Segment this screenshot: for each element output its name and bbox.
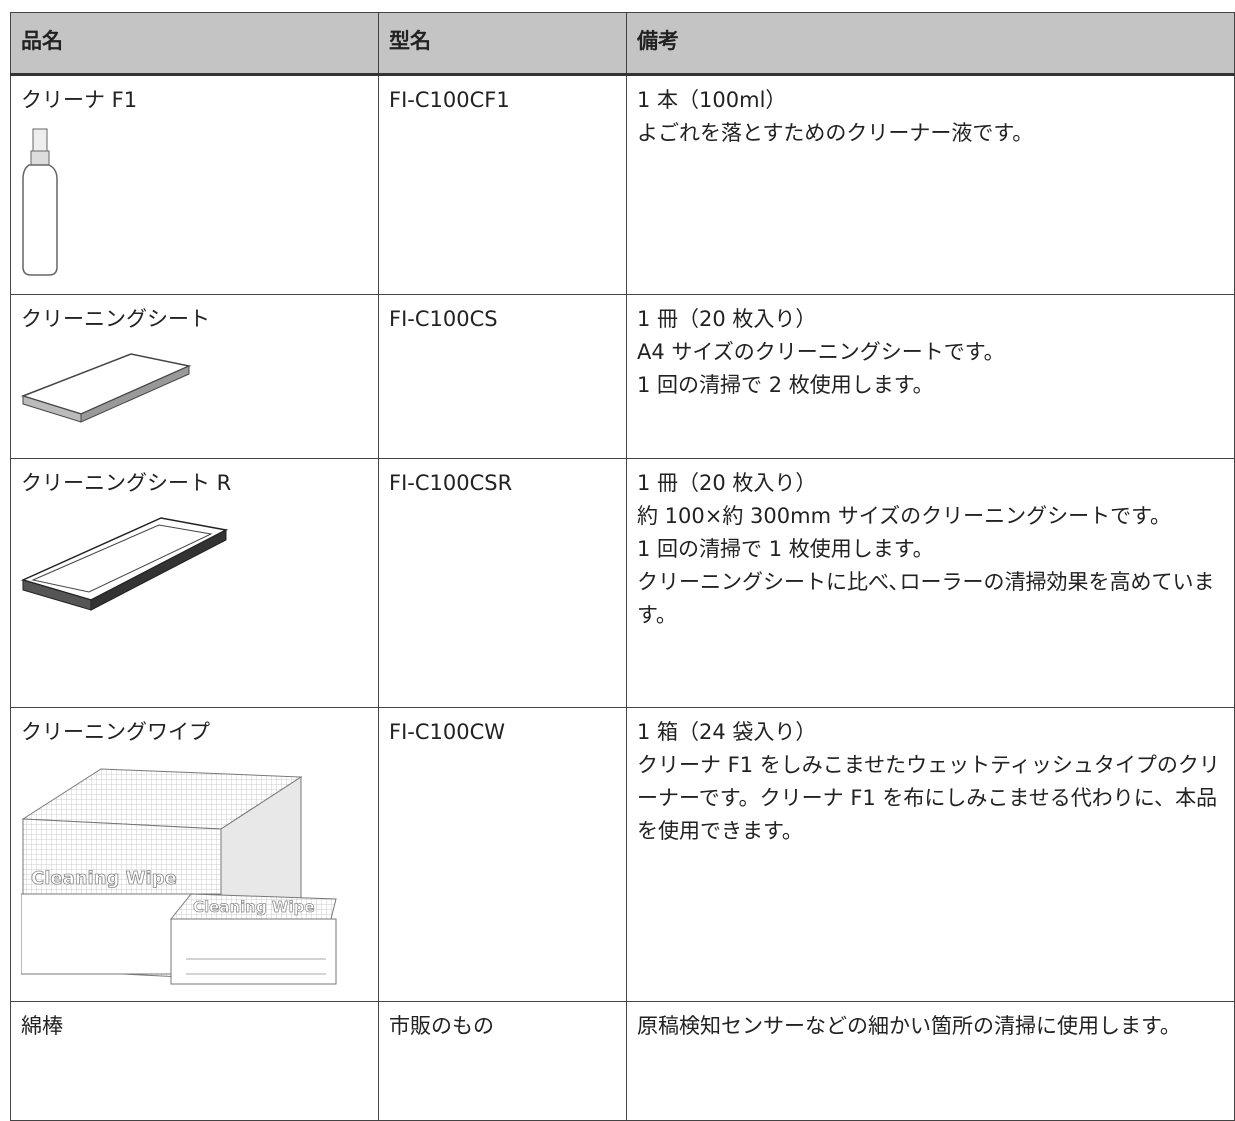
header-row: 品名 型名 備考 [10,12,1235,76]
notes-cell: 1 冊（20 枚入り） 約 100×約 300mm サイズのクリーニングシートです… [626,458,1235,708]
header-cell: 品名 [10,12,379,76]
item-illustration [21,517,229,611]
image-text: Cleaning Wipe [31,868,177,889]
note-line: 1 本（100ml） [637,88,787,112]
notes-cell: 原稿検知センサーなどの細かい箇所の清掃に使用します。 [626,1001,1235,1121]
supplies-table: 品名 型名 備考 クリーナ F1 FI-C100CF1 1 本（100ml） よごれを… [10,12,1235,1121]
name-cell: 綿棒 [10,1001,379,1121]
table-row: クリーニングワイプ Cleaning Wipe Cleaning Wipe FI-C1… [10,707,1235,1002]
table-body: クリーナ F1 FI-C100CF1 1 本（100ml） よごれを落とすためのクリー… [10,74,1235,1121]
model-cell: FI-C100CF1 [378,74,627,295]
note-line: 1 冊（20 枚入り） [637,307,817,331]
note-line: よごれを落とすためのクリーナー液です。 [637,121,1034,145]
note-line: 約 100×約 300mm サイズのクリーニングシートです。 [637,504,1171,528]
note-line: クリーナ F1 をしみこませたウェットティッシュタイプのクリーナーです。クリーナ… [637,753,1220,843]
model-cell: FI-C100CW [378,707,627,1002]
name-cell: クリーナ F1 [10,74,379,295]
note-line: クリーニングシートに比べ､ローラーの清掃効果を高めています。 [637,570,1215,627]
model-cell: 市販のもの [378,1001,627,1121]
model-number: FI-C100CW [389,720,506,744]
note-line: A4 サイズのクリーニングシートです。 [637,340,1005,364]
item-illustration: Cleaning Wipe Cleaning Wipe [21,768,337,985]
image-text: Cleaning Wipe [193,898,315,916]
item-illustration [21,353,192,423]
item-name: クリーニングシート R [21,471,232,495]
model-cell: FI-C100CSR [378,458,627,708]
table-row: クリーナ F1 FI-C100CF1 1 本（100ml） よごれを落とすためのクリー… [10,74,1235,295]
model-number: 市販のもの [389,1014,494,1038]
note-line: 1 回の清掃で 1 枚使用します。 [637,537,934,561]
note-line: 1 冊（20 枚入り） [637,471,817,495]
name-cell: クリーニングシート R [10,458,379,708]
item-name: クリーニングシート [21,307,210,331]
name-cell: クリーニングワイプ Cleaning Wipe Cleaning Wipe [10,707,379,1002]
table-row: 綿棒 市販のもの 原稿検知センサーなどの細かい箇所の清掃に使用します。 [10,1001,1235,1121]
header-cell: 備考 [626,12,1235,76]
item-name: クリーナ F1 [21,88,138,112]
model-number: FI-C100CS [389,307,498,331]
notes-cell: 1 冊（20 枚入り） A4 サイズのクリーニングシートです。 1 回の清掃で 2 … [626,294,1235,459]
notes-cell: 1 箱（24 袋入り） クリーナ F1 をしみこませたウェットティッシュタイプのク… [626,707,1235,1002]
notes-cell: 1 本（100ml） よごれを落とすためのクリーナー液です。 [626,74,1235,295]
model-cell: FI-C100CS [378,294,627,459]
name-cell: クリーニングシート [10,294,379,459]
table-row: クリーニングシート FI-C100CS 1 冊（20 枚入り） A4 サイズのクリーニ… [10,294,1235,459]
header-cell: 型名 [378,12,627,76]
item-illustration [22,128,58,276]
item-name: 綿棒 [21,1014,63,1038]
note-line: 1 回の清掃で 2 枚使用します。 [637,373,934,397]
model-number: FI-C100CSR [389,471,513,495]
note-line: 原稿検知センサーなどの細かい箇所の清掃に使用します。 [637,1014,1181,1038]
table-row: クリーニングシート R FI-C100CSR 1 冊（20 枚入り） 約 100×約 … [10,458,1235,708]
item-name: クリーニングワイプ [21,720,210,744]
note-line: 1 箱（24 袋入り） [637,720,817,744]
model-number: FI-C100CF1 [389,88,510,112]
